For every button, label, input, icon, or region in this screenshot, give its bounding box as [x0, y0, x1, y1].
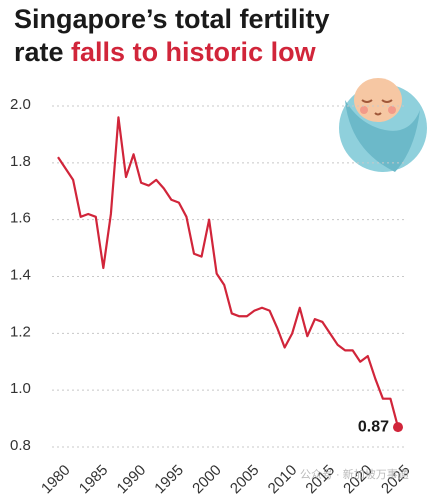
- chart-title: Singapore’s total fertility: [14, 4, 330, 34]
- baby-illustration: [339, 78, 427, 172]
- x-tick-label: 1990: [114, 462, 150, 495]
- x-tick-label: 1985: [76, 462, 112, 495]
- value-label: 0.87: [358, 418, 389, 435]
- y-tick-label: 1.6: [10, 210, 31, 227]
- y-tick-label: 2.0: [10, 96, 31, 113]
- x-tick-label: 2000: [189, 462, 225, 495]
- chart-title: rate falls to historic low: [14, 37, 317, 67]
- chart-title-highlight: falls to historic low: [71, 37, 317, 67]
- y-tick-label: 1.8: [10, 153, 31, 170]
- y-tick-label: 1.4: [10, 266, 31, 283]
- chart-title: rate: [14, 37, 64, 67]
- x-tick-label: 2010: [265, 462, 301, 495]
- x-tick-label: 2005: [227, 462, 263, 495]
- watermark: 公众号 · 新加坡万事通: [300, 467, 409, 481]
- y-tick-label: 1.2: [10, 323, 31, 340]
- x-tick-label: 1980: [38, 462, 74, 495]
- end-point: [393, 422, 403, 433]
- line: [57, 116, 400, 428]
- y-tick-label: 0.8: [10, 437, 31, 454]
- y-tick-label: 1.0: [10, 380, 31, 397]
- x-tick-label: 1995: [151, 462, 187, 495]
